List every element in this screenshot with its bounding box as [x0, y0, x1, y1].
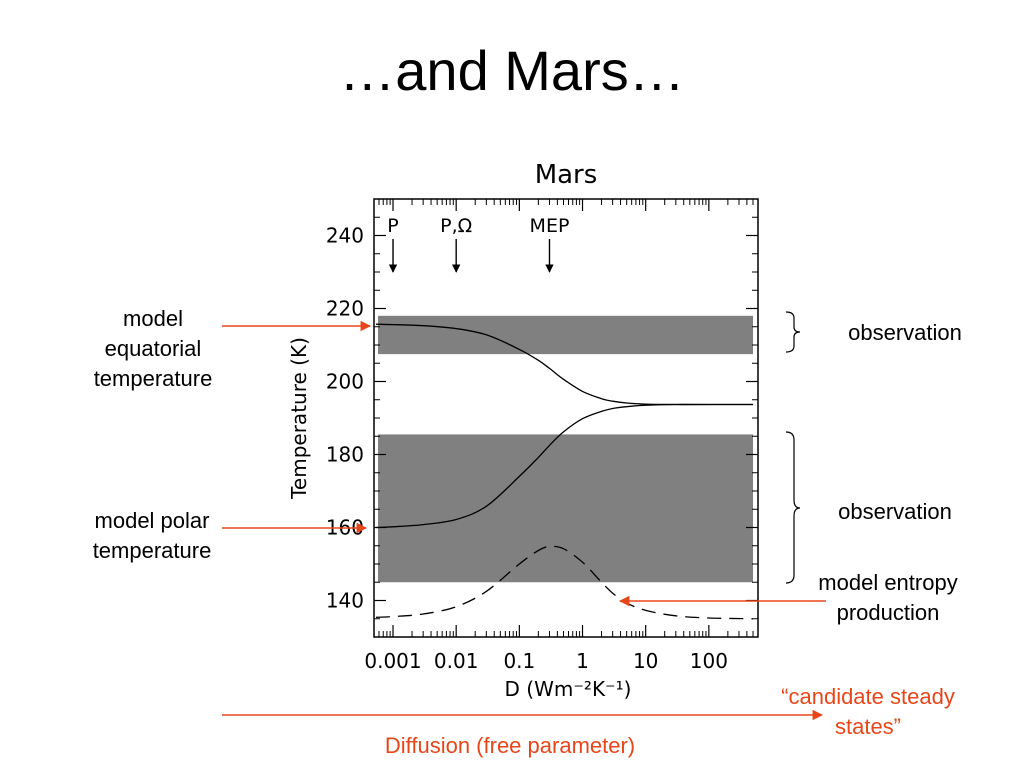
x-tick-label: 0.001 [364, 649, 421, 673]
x-tick-label: 0.1 [503, 649, 535, 673]
y-axis-label: Temperature (K) [287, 337, 311, 500]
x-axis-label: D (Wm⁻²K⁻¹) [505, 677, 632, 701]
y-tick-label: 200 [326, 370, 364, 394]
observation-bottom-label: observation [838, 499, 952, 524]
y-tick-label: 240 [326, 224, 364, 248]
marker-label: P [387, 215, 398, 237]
observation-top-label: observation [848, 320, 962, 345]
series-line-2 [375, 403, 753, 529]
y-tick-label: 180 [326, 443, 364, 467]
observation-brace-top [785, 311, 801, 353]
diffusion-label: Diffusion (free parameter) [384, 733, 636, 758]
marker-label: P,Ω [440, 215, 472, 237]
marker-annotations: P P,Ω MEP [387, 215, 570, 273]
series-lines [375, 323, 754, 620]
slide-title: …and Mars… [339, 39, 685, 102]
y-tick-label: 140 [326, 589, 364, 613]
axis-ticks [373, 198, 759, 638]
x-tick-label: 10 [633, 649, 658, 673]
x-tick-label: 1 [576, 649, 589, 673]
observation-bands [378, 315, 753, 583]
x-tick-label: 0.01 [434, 649, 479, 673]
chart-title: Mars [535, 160, 598, 190]
model-entropy-label: model entropy production [818, 570, 958, 625]
observation-band-1 [378, 315, 753, 355]
model-polar-label: model polar temperature [92, 508, 212, 563]
observation-brace-bottom [785, 431, 801, 584]
observation-band-2 [378, 434, 753, 583]
model-equatorial-label: model equatorial temperature [93, 306, 213, 391]
y-tick-label: 220 [326, 297, 364, 321]
x-tick-label: 100 [690, 649, 728, 673]
series-line-3 [375, 545, 754, 620]
candidate-steady-states-label: “candidate steady states” [781, 684, 955, 739]
marker-label: MEP [530, 215, 570, 237]
